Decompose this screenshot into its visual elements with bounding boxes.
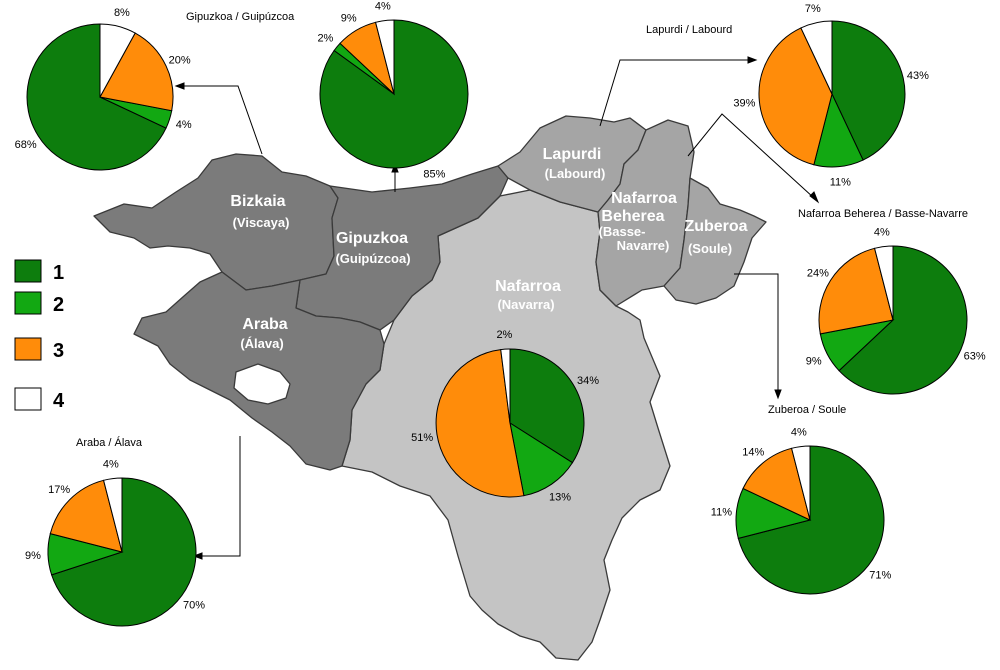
pie-araba-label-2: 9% — [25, 550, 41, 562]
pie-gipuzkoa: 85% 2% 9% 4% — [317, 1, 469, 180]
pie-zuberoa-slice-4 — [790, 445, 811, 521]
pie-lapurdi-slice-4 — [800, 20, 833, 95]
pie-nafarroa-beherea: 63% 9% 24% 4% — [806, 227, 986, 395]
pie-title-lapurdi: Lapurdi / Labourd — [646, 24, 732, 36]
legend-label-1: 1 — [53, 262, 64, 284]
label-nafarroa: Nafarroa — [495, 278, 561, 295]
pie-bizkaia-label-2: 4% — [176, 119, 192, 131]
pie-araba-slice-4 — [102, 477, 123, 553]
pie-lapurdi-slice-3 — [758, 27, 833, 166]
pie-nafarroa-beherea-slice-3 — [818, 247, 894, 335]
pie-nafarroa-beherea-label-4: 4% — [874, 227, 890, 239]
pie-title-zuberoa: Zuberoa / Soule — [768, 404, 846, 416]
pie-nafarroa-beherea-slice-4 — [873, 245, 894, 321]
label-nafarroa-beherea: Nafarroa — [611, 190, 677, 207]
label-nafarroa-beherea-sub-2: Navarre) — [617, 238, 670, 253]
region-araba-enclave — [233, 363, 291, 405]
pie-zuberoa-label-2: 11% — [711, 507, 732, 519]
pie-gipuzkoa-slice-4 — [374, 19, 395, 95]
region-labels: Bizkaia (Viscaya) Gipuzkoa (Guipúzcoa) A… — [230, 146, 747, 351]
legend-swatch-1 — [14, 259, 42, 283]
pie-lapurdi-label-2: 11% — [830, 177, 851, 189]
legend-swatch-3 — [14, 337, 42, 361]
label-bizkaia: Bizkaia — [230, 193, 285, 210]
label-zuberoa-sub: (Soule) — [688, 241, 732, 256]
pie-bizkaia-label-3: 20% — [169, 55, 191, 67]
pie-title-araba: Araba / Álava — [76, 436, 143, 449]
connector-araba — [200, 436, 241, 557]
pie-araba-label-4: 4% — [103, 459, 119, 471]
label-araba-sub: (Álava) — [240, 336, 283, 351]
pie-zuberoa-label-4: 4% — [791, 427, 807, 439]
label-araba: Araba — [242, 316, 287, 333]
pie-charts: 68%4%20%8%85%2%9%4%43%11%39%7%63%9%24%4%… — [15, 1, 986, 627]
region-bizkaia-shape — [93, 153, 339, 291]
connector-nafarroa-beherea — [687, 113, 815, 199]
pie-araba-label-3: 17% — [48, 484, 70, 496]
pie-nafarroa-label-2: 13% — [549, 492, 571, 504]
pie-gipuzkoa-label-1: 85% — [423, 168, 445, 180]
pie-lapurdi-label-1: 43% — [907, 70, 929, 82]
pie-bizkaia-label-4: 8% — [114, 7, 130, 19]
pie-nafarroa-label-3: 51% — [411, 432, 433, 444]
legend-label-3: 3 — [53, 340, 64, 362]
label-lapurdi: Lapurdi — [543, 146, 602, 163]
label-bizkaia-sub: (Viscaya) — [233, 215, 290, 230]
pie-nafarroa-label-1: 34% — [577, 375, 599, 387]
label-nafarroa-sub: (Navarra) — [497, 297, 554, 312]
pie-nafarroa-label-4: 2% — [496, 329, 512, 341]
label-lapurdi-sub: (Labourd) — [545, 166, 606, 181]
legend-label-2: 2 — [53, 294, 64, 316]
pie-lapurdi-slice-1 — [831, 20, 906, 161]
connector-zuberoa — [734, 273, 779, 392]
pie-lapurdi-label-4: 7% — [805, 3, 821, 15]
pie-araba-slice-3 — [49, 479, 123, 553]
pie-bizkaia-slice-3 — [99, 32, 174, 112]
legend-label-4: 4 — [53, 390, 65, 412]
pie-araba-label-1: 70% — [183, 599, 205, 611]
pie-araba: 70% 9% 17% 4% — [25, 459, 205, 627]
label-nafarroa-beherea-sub: (Basse- — [599, 224, 646, 239]
pie-gipuzkoa-label-3: 9% — [341, 12, 357, 24]
region-gipuzkoa-shape — [295, 165, 509, 331]
pie-bizkaia-slice-1 — [26, 23, 167, 171]
pie-nafarroa-slice-3 — [435, 349, 525, 498]
label-gipuzkoa-sub: (Guipúzcoa) — [335, 251, 410, 266]
connector-lapurdi — [599, 59, 750, 127]
pie-zuberoa-label-1: 71% — [869, 570, 891, 582]
pie-nafarroa-beherea-slice-1 — [838, 245, 968, 395]
pie-nafarroa-beherea-label-2: 9% — [806, 355, 822, 367]
pie-titles: Gipuzkoa / Guipúzcoa Lapurdi / Labourd N… — [76, 11, 968, 449]
pie-lapurdi-label-3: 39% — [733, 97, 755, 109]
pie-lapurdi: 43% 11% 39% 7% — [733, 3, 929, 189]
pie-bizkaia: 68% 4% 20% 8% — [15, 7, 192, 171]
label-gipuzkoa: Gipuzkoa — [336, 230, 408, 247]
pie-zuberoa-label-3: 14% — [742, 446, 764, 458]
pie-nafarroa: 34% 13% 51% 2% — [411, 329, 599, 503]
legend: 1 2 3 4 — [14, 259, 65, 412]
pie-title-nafarroa-beherea: Nafarroa Beherea / Basse-Navarre — [798, 208, 968, 220]
legend-swatch-2 — [14, 291, 42, 315]
region-zuberoa-shape — [663, 177, 767, 305]
pie-nafarroa-slice-2 — [509, 421, 574, 497]
pie-zuberoa-slice-3 — [742, 447, 811, 521]
pie-title-gipuzkoa: Gipuzkoa / Guipúzcoa — [186, 11, 295, 23]
pie-nafarroa-beherea-label-3: 24% — [807, 267, 829, 279]
label-zuberoa: Zuberoa — [684, 218, 747, 235]
label-nafarroa-beherea-2: Beherea — [601, 208, 664, 225]
pie-nafarroa-slice-4 — [500, 348, 511, 424]
pie-gipuzkoa-label-4: 4% — [375, 1, 391, 13]
connector-bizkaia — [182, 85, 263, 155]
pie-gipuzkoa-label-2: 2% — [317, 32, 333, 44]
legend-swatch-4 — [14, 387, 42, 411]
pie-nafarroa-beherea-label-1: 63% — [964, 350, 986, 362]
pie-bizkaia-label-1: 68% — [15, 139, 37, 151]
pie-araba-slice-1 — [50, 477, 197, 627]
pie-bizkaia-slice-4 — [99, 23, 136, 98]
pie-zuberoa: 71% 11% 14% 4% — [711, 427, 892, 595]
